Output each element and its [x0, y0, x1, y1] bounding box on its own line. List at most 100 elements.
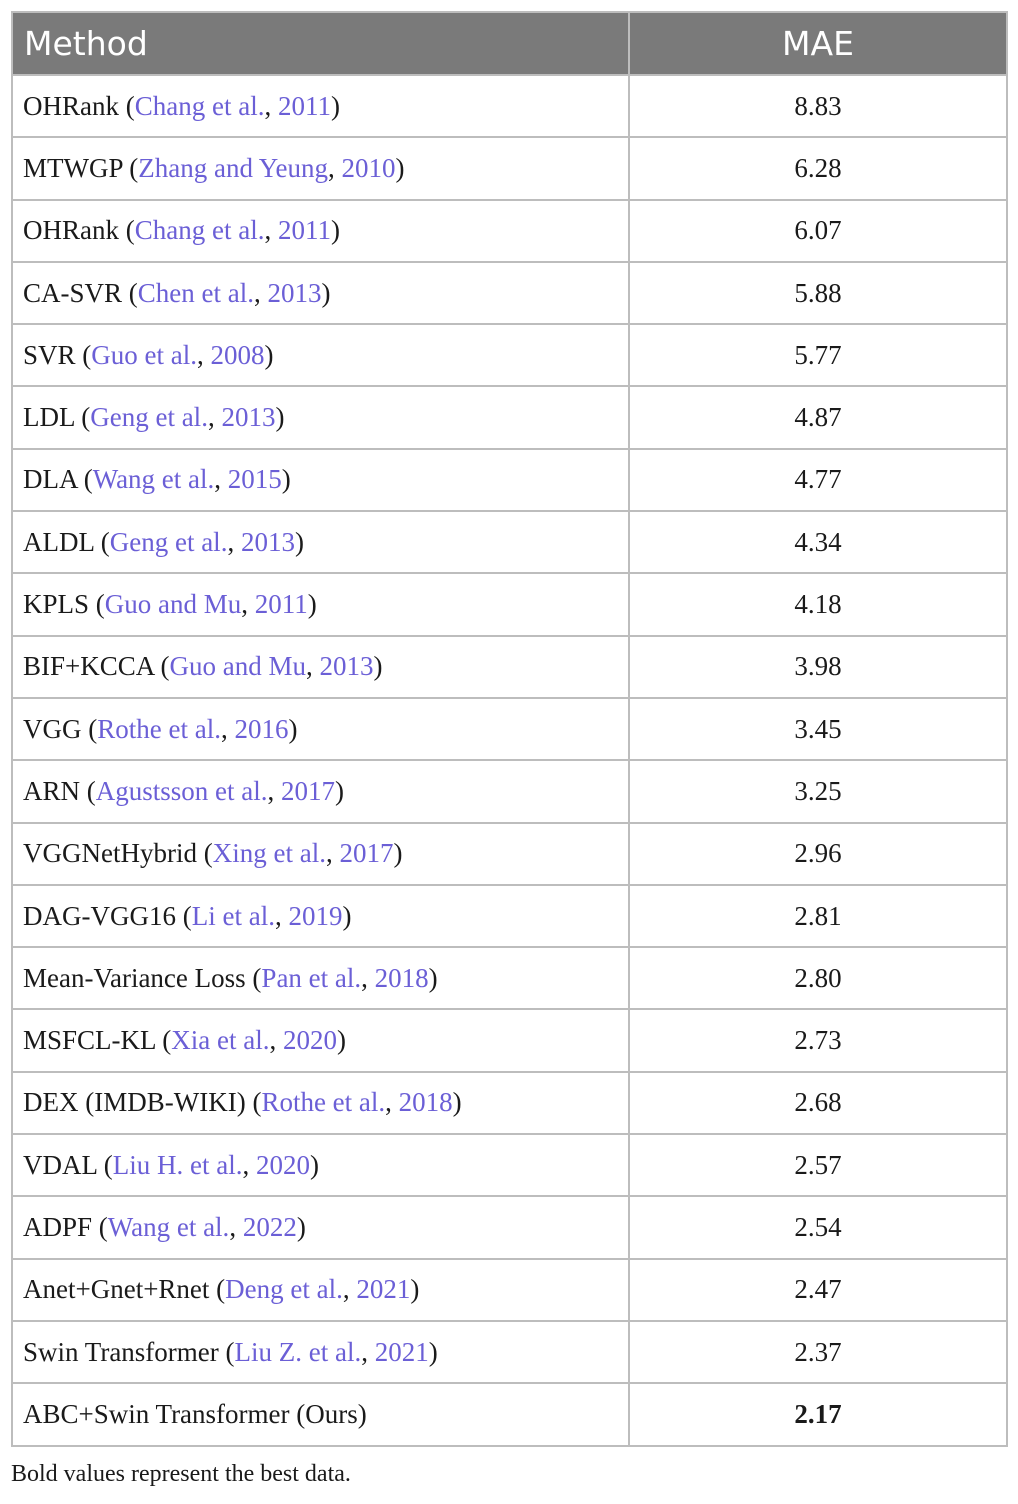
table-row: LDL (Geng et al., 2013) 4.87 [11, 385, 1008, 450]
table-row: DAG-VGG16 (Li et al., 2019) 2.81 [11, 883, 1008, 949]
method-name: DLA [23, 464, 77, 495]
method-cell: LDL (Geng et al., 2013) [11, 385, 630, 450]
method-name: ARN [23, 775, 81, 806]
citation-year-link[interactable]: 2010 [341, 152, 396, 183]
citation-author-link[interactable]: Deng et al. [225, 1274, 343, 1305]
results-table-container: Method MAE OHRank (Chang et al., 2011) 8.… [11, 11, 1008, 1447]
citation-author-link[interactable]: Geng et al. [90, 402, 208, 433]
method-cell: KPLS (Guo and Mu, 2011) [11, 572, 630, 637]
method-cell: Swin Transformer (Liu Z. et al., 2021) [11, 1319, 630, 1385]
citation-year-link[interactable]: 2008 [210, 339, 265, 370]
method-cell: VGGNetHybrid (Xing et al., 2017) [11, 821, 630, 886]
method-cell: SVR (Guo et al., 2008) [11, 323, 630, 388]
table-row: DEX (IMDB-WIKI) (Rothe et al., 2018) 2.68 [11, 1070, 1008, 1136]
mae-value: 8.83 [628, 73, 1008, 139]
method-name: MTWGP [23, 152, 123, 183]
method-cell: DLA (Wang et al., 2015) [11, 447, 630, 513]
citation-year-link[interactable]: 2017 [339, 838, 394, 869]
citation-author-link[interactable]: Li et al. [191, 900, 275, 931]
citation-author-link[interactable]: Geng et al. [109, 526, 228, 557]
citation-author-link[interactable]: Rothe et al. [97, 713, 221, 744]
method-name: ADPF [23, 1211, 93, 1242]
method-name: Mean-Variance Loss [23, 962, 246, 993]
method-cell: VDAL (Liu H. et al., 2020) [11, 1133, 630, 1198]
method-cell: ALDL (Geng et al., 2013) [11, 510, 630, 575]
method-name: Swin Transformer [23, 1336, 219, 1367]
citation-year-link[interactable]: 2015 [227, 464, 282, 495]
table-row: KPLS (Guo and Mu, 2011) 4.18 [11, 572, 1008, 637]
mae-value: 6.07 [628, 198, 1008, 263]
citation-author-link[interactable]: Chen et al. [137, 277, 254, 308]
method-cell: BIF+KCCA (Guo and Mu, 2013) [11, 634, 630, 699]
citation-author-link[interactable]: Liu Z. et al. [234, 1336, 362, 1367]
table-row: ALDL (Geng et al., 2013) 4.34 [11, 510, 1008, 575]
citation-year-link[interactable]: 2018 [374, 962, 429, 993]
citation-author-link[interactable]: Liu H. et al. [112, 1149, 243, 1180]
citation-year-link[interactable]: 2017 [281, 775, 336, 806]
table-row: Mean-Variance Loss (Pan et al., 2018) 2.8… [11, 946, 1008, 1011]
table-row: SVR (Guo et al., 2008) 5.77 [11, 323, 1008, 388]
method-cell: Anet+Gnet+Rnet (Deng et al., 2021) [11, 1257, 630, 1322]
citation-year-link[interactable]: 2013 [221, 402, 276, 433]
method-name: CA-SVR [23, 277, 123, 308]
mae-value: 2.37 [628, 1319, 1008, 1385]
method-name: OHRank [23, 90, 119, 121]
citation-year-link[interactable]: 2016 [234, 713, 289, 744]
citation-author-link[interactable]: Zhang and Yeung [138, 152, 328, 183]
mae-value: 2.80 [628, 946, 1008, 1011]
mae-value: 4.77 [628, 447, 1008, 513]
citation-author-link[interactable]: Agustsson et al. [95, 775, 268, 806]
citation-author-link[interactable]: Xing et al. [212, 838, 326, 869]
citation-author-link[interactable]: Wang et al. [107, 1211, 230, 1242]
mae-value: 5.88 [628, 260, 1008, 326]
method-cell: MTWGP (Zhang and Yeung, 2010) [11, 136, 630, 201]
mae-value: 4.87 [628, 385, 1008, 450]
citation-year-link[interactable]: 2011 [277, 215, 331, 246]
citation-author-link[interactable]: Chang et al. [134, 90, 265, 121]
mae-value: 2.57 [628, 1133, 1008, 1198]
citation-year-link[interactable]: 2020 [283, 1025, 337, 1056]
table-row: Swin Transformer (Liu Z. et al., 2021) 2.… [11, 1319, 1008, 1385]
citation-author-link[interactable]: Chang et al. [134, 215, 265, 246]
citation-year-link[interactable]: 2021 [374, 1336, 429, 1367]
method-name: LDL [23, 402, 75, 433]
table-row: OHRank (Chang et al., 2011) 8.83 [11, 73, 1008, 139]
mae-value: 2.17 [628, 1382, 1008, 1447]
header-method: Method [11, 11, 630, 76]
mae-value: 4.18 [628, 572, 1008, 637]
citation-author-link[interactable]: Pan et al. [261, 962, 362, 993]
mae-value: 5.77 [628, 323, 1008, 388]
citation-year-link[interactable]: 2011 [254, 589, 308, 620]
method-name: ALDL [23, 526, 94, 557]
citation-year-link[interactable]: 2020 [255, 1149, 310, 1180]
table-row: CA-SVR (Chen et al., 2013) 5.88 [11, 260, 1008, 326]
method-name: SVR [23, 339, 76, 370]
citation-year-link[interactable]: 2018 [398, 1087, 453, 1118]
method-cell: VGG (Rothe et al., 2016) [11, 696, 630, 762]
table-row: DLA (Wang et al., 2015) 4.77 [11, 447, 1008, 513]
table-header-row: Method MAE [11, 11, 1008, 76]
citation-year-link[interactable]: 2013 [267, 277, 322, 308]
method-cell: MSFCL-KL (Xia et al., 2020) [11, 1008, 630, 1073]
mae-value: 2.96 [628, 821, 1008, 886]
citation-year-link[interactable]: 2013 [240, 526, 295, 557]
citation-author-link[interactable]: Wang et al. [92, 464, 215, 495]
citation-author-link[interactable]: Guo et al. [91, 339, 198, 370]
citation-author-link[interactable]: Rothe et al. [261, 1087, 386, 1118]
citation-author-link[interactable]: Guo and Mu [169, 651, 307, 682]
method-cell: OHRank (Chang et al., 2011) [11, 198, 630, 263]
method-cell: ADPF (Wang et al., 2022) [11, 1195, 630, 1260]
table-row: BIF+KCCA (Guo and Mu, 2013) 3.98 [11, 634, 1008, 699]
method-name: ABC+Swin Transformer (Ours) [23, 1398, 367, 1429]
citation-year-link[interactable]: 2011 [277, 90, 331, 121]
citation-year-link[interactable]: 2022 [242, 1211, 297, 1242]
citation-author-link[interactable]: Guo and Mu [104, 589, 242, 620]
table-row: ARN (Agustsson et al., 2017) 3.25 [11, 759, 1008, 824]
citation-year-link[interactable]: 2019 [288, 900, 343, 931]
mae-value: 4.34 [628, 510, 1008, 575]
citation-author-link[interactable]: Xia et al. [171, 1025, 270, 1056]
citation-year-link[interactable]: 2021 [356, 1274, 411, 1305]
table-row: MTWGP (Zhang and Yeung, 2010) 6.28 [11, 136, 1008, 201]
citation-year-link[interactable]: 2013 [319, 651, 374, 682]
method-cell: DAG-VGG16 (Li et al., 2019) [11, 883, 630, 949]
